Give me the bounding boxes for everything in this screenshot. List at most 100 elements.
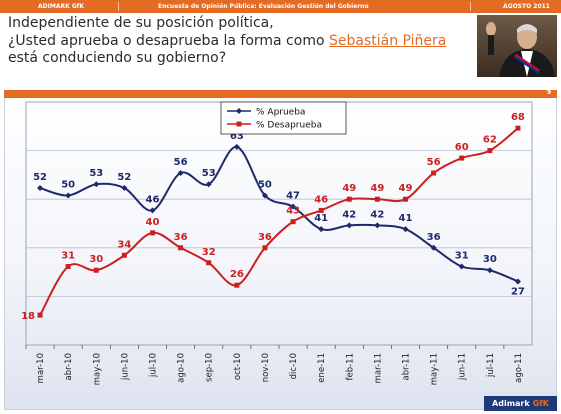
- survey-question: Independiente de su posición política, ¿…: [8, 15, 468, 68]
- data-point-aprueba: [37, 184, 44, 191]
- data-label-aprueba: 52: [117, 172, 131, 183]
- legend-label: % Desaprueba: [256, 121, 322, 131]
- data-point-aprueba: [374, 222, 381, 229]
- x-tick-label: oct-10: [233, 353, 243, 380]
- data-label-desaprueba: 68: [511, 112, 525, 123]
- x-tick-label: jul-10: [149, 353, 159, 378]
- logo-gfk: GfK: [532, 399, 549, 408]
- data-label-desaprueba: 32: [202, 247, 216, 258]
- legend-marker: [236, 121, 242, 127]
- data-label-desaprueba: 62: [483, 135, 497, 146]
- data-point-desaprueba: [93, 267, 99, 273]
- x-tick-label: dic-10: [289, 353, 299, 379]
- question-line-2: ¿Usted aprueba o desaprueba la forma com…: [8, 33, 468, 51]
- adimark-logo: Adimark GfK: [484, 396, 557, 411]
- data-label-aprueba: 30: [483, 254, 497, 265]
- series-line-desaprueba: [39, 127, 519, 316]
- plot-area: [25, 101, 533, 346]
- page-number: 9: [547, 89, 552, 96]
- header-separator: [118, 2, 119, 11]
- data-point-desaprueba: [403, 196, 408, 202]
- header-separator: [470, 2, 471, 11]
- data-point-desaprueba: [374, 196, 380, 202]
- data-point-aprueba: [93, 181, 100, 188]
- data-point-desaprueba: [262, 245, 268, 251]
- data-label-desaprueba: 60: [455, 142, 469, 153]
- data-point-desaprueba: [318, 207, 324, 213]
- x-tick-label: ago-10: [177, 353, 187, 383]
- data-label-aprueba: 41: [314, 213, 328, 224]
- data-label-aprueba: 53: [202, 168, 216, 179]
- x-tick-label: jun-11: [458, 353, 468, 381]
- logo-brand: Adimark: [492, 399, 530, 408]
- data-label-desaprueba: 56: [427, 157, 441, 168]
- x-tick-label: mar-10: [36, 353, 46, 383]
- data-point-desaprueba: [121, 252, 127, 258]
- data-point-desaprueba: [150, 230, 155, 236]
- data-point-aprueba: [346, 222, 353, 229]
- data-point-aprueba: [121, 184, 128, 191]
- x-tick-label: ago-11: [514, 353, 524, 383]
- data-point-aprueba: [514, 278, 521, 285]
- data-point-aprueba: [402, 226, 409, 233]
- data-point-desaprueba: [290, 219, 296, 225]
- series-line-aprueba: [39, 145, 519, 283]
- x-tick-label: abr-10: [64, 353, 74, 380]
- x-tick-label: jul-11: [486, 353, 496, 378]
- x-tick-label: feb-11: [345, 353, 355, 381]
- data-point-aprueba: [430, 244, 437, 251]
- x-tick-label: jun-10: [120, 353, 130, 381]
- x-tick-label: may-11: [430, 353, 440, 385]
- x-tick-label: may-10: [92, 353, 102, 385]
- data-point-aprueba: [318, 226, 325, 233]
- data-label-aprueba: 42: [342, 209, 356, 220]
- data-label-aprueba: 63: [230, 131, 244, 142]
- data-point-aprueba: [65, 192, 72, 199]
- data-point-aprueba: [205, 181, 212, 188]
- data-label-aprueba: 31: [455, 250, 469, 261]
- data-point-aprueba: [290, 203, 297, 210]
- data-point-desaprueba: [37, 312, 43, 318]
- data-label-desaprueba: 49: [370, 183, 384, 194]
- data-label-aprueba: 56: [174, 157, 188, 168]
- data-point-desaprueba: [234, 282, 240, 288]
- data-label-aprueba: 50: [61, 179, 75, 190]
- data-point-aprueba: [458, 263, 465, 270]
- x-tick-label: mar-11: [373, 353, 383, 383]
- data-point-aprueba: [261, 192, 268, 199]
- data-point-desaprueba: [459, 155, 465, 161]
- data-point-desaprueba: [65, 263, 71, 269]
- data-label-aprueba: 27: [511, 286, 525, 297]
- data-point-desaprueba: [431, 170, 437, 176]
- data-label-desaprueba: 30: [89, 254, 103, 265]
- data-label-aprueba: 41: [399, 213, 413, 224]
- data-label-aprueba: 52: [33, 172, 47, 183]
- x-tick-label: nov-10: [261, 353, 271, 382]
- data-label-desaprueba: 31: [61, 250, 75, 261]
- data-point-aprueba: [149, 207, 156, 214]
- chart-panel: [4, 90, 557, 410]
- header-date: AGOSTO 2011: [503, 3, 550, 10]
- data-point-desaprueba: [178, 245, 184, 251]
- data-point-aprueba: [233, 143, 240, 150]
- x-tick-label: ene-11: [317, 353, 327, 383]
- data-point-desaprueba: [515, 125, 521, 131]
- president-photo: [477, 15, 557, 77]
- data-label-aprueba: 50: [258, 179, 272, 190]
- question-line-2-prefix: ¿Usted aprueba o desaprueba la forma com…: [8, 32, 329, 49]
- data-label-aprueba: 53: [89, 168, 103, 179]
- question-line-3: está conduciendo su gobierno?: [8, 50, 227, 66]
- header-brand: ADIMARK GfK: [38, 3, 85, 10]
- data-point-desaprueba: [206, 260, 212, 266]
- header-bar: ADIMARK GfK Encuesta de Opinión Pública:…: [0, 0, 561, 13]
- data-label-desaprueba: 49: [342, 183, 356, 194]
- header-title: Encuesta de Opinión Pública: Evaluación …: [158, 3, 369, 10]
- data-label-aprueba: 42: [370, 209, 384, 220]
- legend-label: % Aprueba: [256, 108, 305, 118]
- data-label-desaprueba: 46: [314, 194, 328, 205]
- data-label-desaprueba: 36: [174, 232, 188, 243]
- president-name-link[interactable]: Sebastián Piñera: [328, 32, 447, 49]
- data-point-desaprueba: [346, 196, 352, 202]
- data-label-desaprueba: 18: [21, 311, 35, 322]
